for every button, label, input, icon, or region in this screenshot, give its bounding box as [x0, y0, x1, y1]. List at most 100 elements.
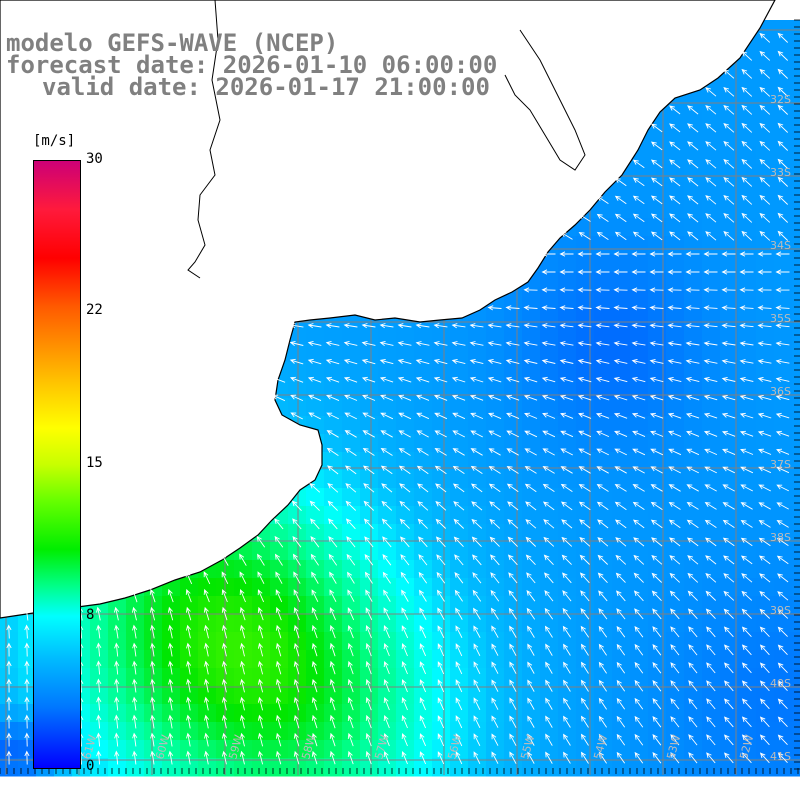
wind-speed-cell: [576, 632, 595, 651]
wind-speed-cell: [756, 542, 775, 561]
wind-speed-cell: [342, 380, 361, 399]
wind-speed-cell: [792, 758, 800, 777]
wind-speed-cell: [234, 596, 253, 615]
wind-arrow: [615, 554, 627, 565]
wind-arrow: [221, 732, 228, 747]
wind-arrow: [383, 607, 391, 621]
wind-speed-cell: [540, 704, 559, 723]
wind-arrow: [401, 751, 408, 765]
wind-arrow: [649, 251, 664, 257]
wind-speed-cell: [612, 290, 631, 309]
latitude-label: 40S: [770, 677, 791, 690]
wind-speed-cell: [612, 668, 631, 687]
wind-arrow: [346, 553, 356, 566]
wind-speed-cell: [288, 650, 307, 669]
wind-speed-cell: [234, 560, 253, 579]
wind-arrow: [721, 251, 736, 257]
wind-arrow: [257, 642, 264, 657]
wind-arrow: [132, 732, 138, 747]
wind-speed-cell: [630, 740, 649, 759]
wind-speed-cell: [594, 200, 613, 219]
wind-speed-cell: [270, 614, 289, 633]
wind-arrow: [758, 484, 772, 492]
wind-speed-cell: [612, 470, 631, 489]
wind-speed-cell: [702, 92, 721, 111]
wind-speed-cell: [792, 110, 800, 129]
wind-speed-cell: [558, 722, 577, 741]
wind-arrow: [293, 714, 300, 729]
wind-arrow: [471, 536, 482, 548]
wind-arrow: [668, 448, 682, 456]
wind-speed-cell: [774, 182, 793, 201]
wind-speed-cell: [612, 416, 631, 435]
wind-speed-cell: [702, 254, 721, 273]
wind-arrow: [724, 752, 734, 764]
wind-arrow: [508, 589, 518, 602]
wind-arrow: [652, 715, 662, 728]
wind-speed-cell: [558, 686, 577, 705]
wind-arrow: [545, 697, 553, 710]
wind-arrow: [759, 158, 771, 169]
wind-arrow: [563, 679, 571, 692]
wind-arrow: [490, 572, 500, 584]
wind-speed-cell: [180, 632, 199, 651]
wind-speed-cell: [558, 434, 577, 453]
wind-arrow: [275, 571, 283, 584]
wind-speed-cell: [324, 398, 343, 417]
wind-arrow: [379, 358, 394, 365]
wind-speed-cell: [342, 632, 361, 651]
wind-arrow: [343, 323, 358, 329]
wind-speed-cell: [612, 704, 631, 723]
wind-arrow: [669, 537, 681, 547]
wind-speed-cell: [594, 470, 613, 489]
wind-speed-cell: [666, 668, 685, 687]
wind-speed-cell: [306, 326, 325, 345]
wind-arrow: [506, 448, 519, 456]
wind-arrow: [221, 678, 228, 693]
wind-speed-cell: [702, 722, 721, 741]
wind-speed-cell: [504, 452, 523, 471]
wind-speed-cell: [252, 722, 271, 741]
wind-speed-cell: [774, 146, 793, 165]
wind-arrow: [723, 177, 735, 187]
wind-speed-cell: [756, 470, 775, 489]
wind-arrow: [453, 536, 464, 548]
wind-speed-cell: [702, 434, 721, 453]
wind-speed-cell: [432, 506, 451, 525]
wind-speed-cell: [558, 506, 577, 525]
wind-speed-cell: [756, 38, 775, 57]
wind-speed-cell: [666, 218, 685, 237]
wind-arrow: [398, 430, 411, 438]
wind-speed-cell: [630, 308, 649, 327]
wind-arrow: [6, 714, 12, 729]
wind-arrow: [685, 305, 700, 311]
wind-speed-cell: [738, 524, 757, 543]
wind-arrow: [669, 123, 681, 133]
wind-arrow: [757, 341, 772, 347]
wind-arrow: [419, 643, 427, 657]
wind-speed-cell: [450, 686, 469, 705]
wind-arrow: [311, 732, 318, 747]
wind-arrow: [168, 624, 174, 639]
wind-arrow: [723, 213, 735, 223]
wind-arrow: [741, 662, 752, 674]
wind-arrow: [759, 50, 771, 61]
wind-arrow: [24, 696, 30, 711]
wind-arrow: [488, 448, 501, 456]
wind-speed-cell: [414, 632, 433, 651]
wind-speed-cell: [702, 326, 721, 345]
wind-arrow: [667, 412, 682, 419]
wind-speed-cell: [342, 344, 361, 363]
wind-speed-cell: [594, 650, 613, 669]
wind-arrow: [759, 32, 771, 43]
wind-arrow: [24, 678, 30, 693]
wind-arrow: [434, 430, 447, 438]
wind-arrow: [631, 358, 646, 365]
wind-speed-cell: [666, 758, 685, 777]
wind-arrow: [239, 553, 247, 566]
wind-arrow: [381, 518, 392, 530]
wind-arrow: [669, 177, 681, 187]
wind-arrow: [632, 519, 645, 529]
wind-arrow: [329, 624, 336, 639]
wind-speed-cell: [792, 686, 800, 705]
